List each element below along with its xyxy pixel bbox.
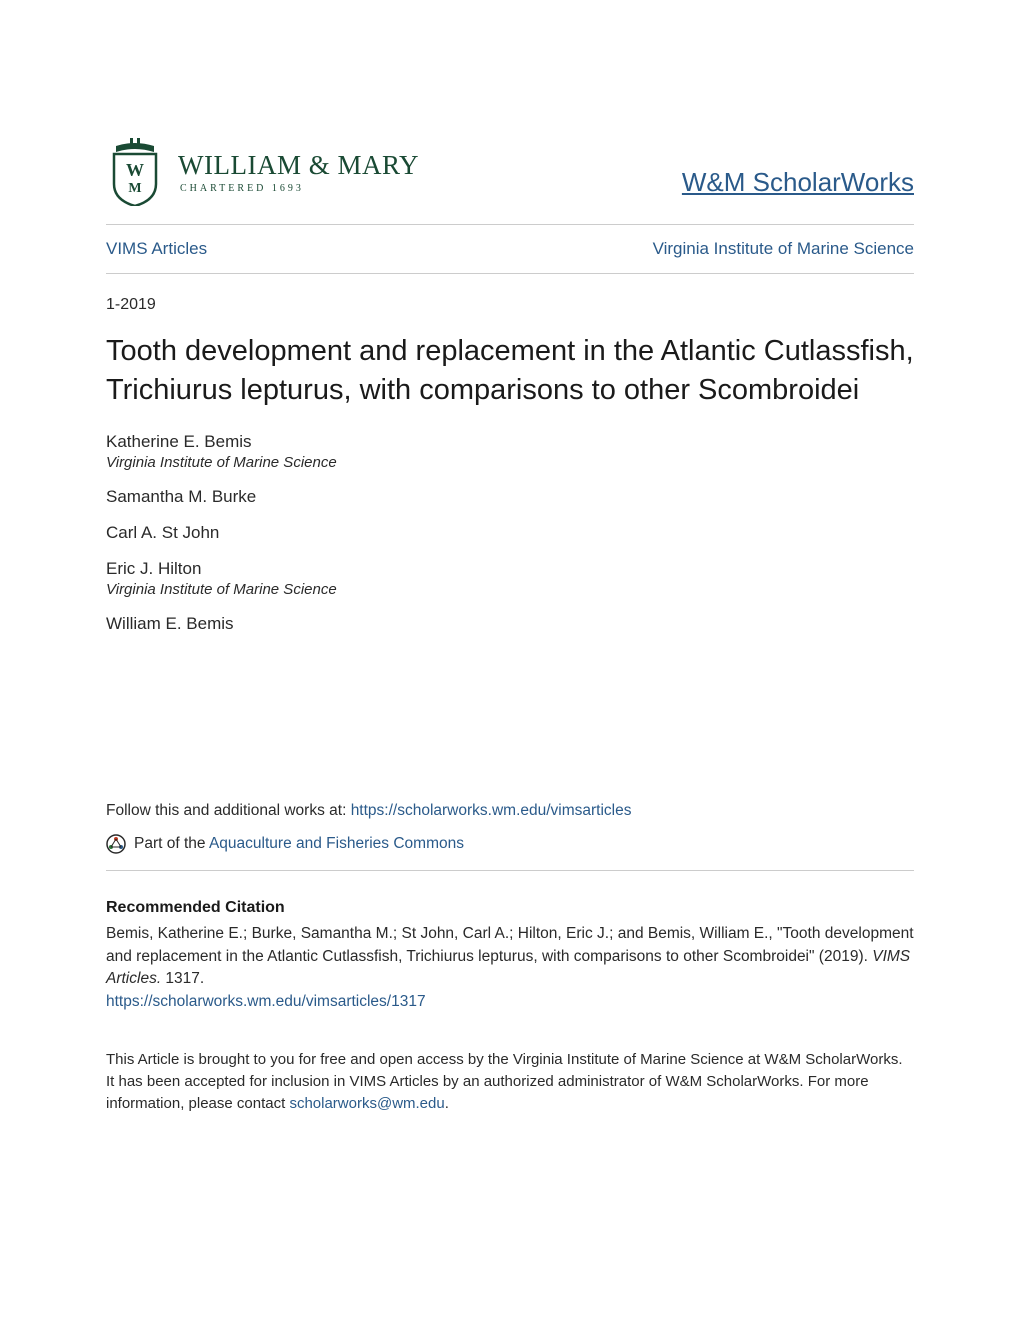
charter-line: CHARTERED 1693: [180, 183, 419, 194]
author-name: Eric J. Hilton: [106, 559, 914, 579]
part-of-commons: Part of the Aquaculture and Fisheries Co…: [106, 834, 914, 854]
recommended-citation: Recommended Citation Bemis, Katherine E.…: [106, 899, 914, 1013]
divider: [106, 273, 914, 274]
partof-prefix: Part of the: [134, 835, 209, 852]
citation-number: 1317.: [161, 970, 204, 987]
department-link[interactable]: Virginia Institute of Marine Science: [653, 239, 914, 259]
svg-text:W: W: [126, 160, 144, 180]
publication-date: 1-2019: [106, 296, 914, 314]
author-entry: Carl A. St John: [106, 523, 914, 543]
author-affiliation: Virginia Institute of Marine Science: [106, 581, 914, 598]
breadcrumb-nav: VIMS Articles Virginia Institute of Mari…: [106, 225, 914, 273]
institution-name: WILLIAM & MARY: [178, 150, 419, 181]
article-title: Tooth development and replacement in the…: [106, 332, 914, 410]
citation-text-main: Bemis, Katherine E.; Burke, Samantha M.;…: [106, 925, 914, 964]
collection-link[interactable]: VIMS Articles: [106, 239, 207, 259]
author-entry: Samantha M. Burke: [106, 487, 914, 507]
divider: [106, 870, 914, 871]
citation-heading: Recommended Citation: [106, 899, 914, 917]
footer-text: This Article is brought to you for free …: [106, 1051, 903, 1112]
author-entry: Katherine E. Bemis Virginia Institute of…: [106, 432, 914, 471]
author-name: Samantha M. Burke: [106, 487, 914, 507]
author-list: Katherine E. Bemis Virginia Institute of…: [106, 432, 914, 634]
institution-text: WILLIAM & MARY CHARTERED 1693: [178, 150, 419, 194]
follow-prefix: Follow this and additional works at:: [106, 802, 351, 819]
footer-period: .: [445, 1095, 449, 1112]
scholarworks-link[interactable]: W&M ScholarWorks: [682, 167, 914, 206]
follow-works-link[interactable]: https://scholarworks.wm.edu/vimsarticles: [351, 802, 632, 819]
commons-link[interactable]: Aquaculture and Fisheries Commons: [209, 835, 464, 852]
citation-body: Bemis, Katherine E.; Burke, Samantha M.;…: [106, 923, 914, 1013]
citation-permalink[interactable]: https://scholarworks.wm.edu/vimsarticles…: [106, 993, 426, 1010]
wm-crest-icon: W M: [106, 138, 164, 206]
author-name: William E. Bemis: [106, 614, 914, 634]
partof-text: Part of the Aquaculture and Fisheries Co…: [134, 835, 464, 853]
author-affiliation: Virginia Institute of Marine Science: [106, 454, 914, 471]
svg-text:M: M: [128, 181, 141, 196]
author-entry: William E. Bemis: [106, 614, 914, 634]
author-name: Carl A. St John: [106, 523, 914, 543]
page-header: W M WILLIAM & MARY CHARTERED 1693 W&M Sc…: [106, 138, 914, 206]
contact-email-link[interactable]: scholarworks@wm.edu: [289, 1095, 444, 1112]
follow-works: Follow this and additional works at: htt…: [106, 802, 914, 820]
author-name: Katherine E. Bemis: [106, 432, 914, 452]
access-statement: This Article is brought to you for free …: [106, 1049, 914, 1114]
author-entry: Eric J. Hilton Virginia Institute of Mar…: [106, 559, 914, 598]
institution-logo-block: W M WILLIAM & MARY CHARTERED 1693: [106, 138, 419, 206]
network-icon: [106, 834, 126, 854]
